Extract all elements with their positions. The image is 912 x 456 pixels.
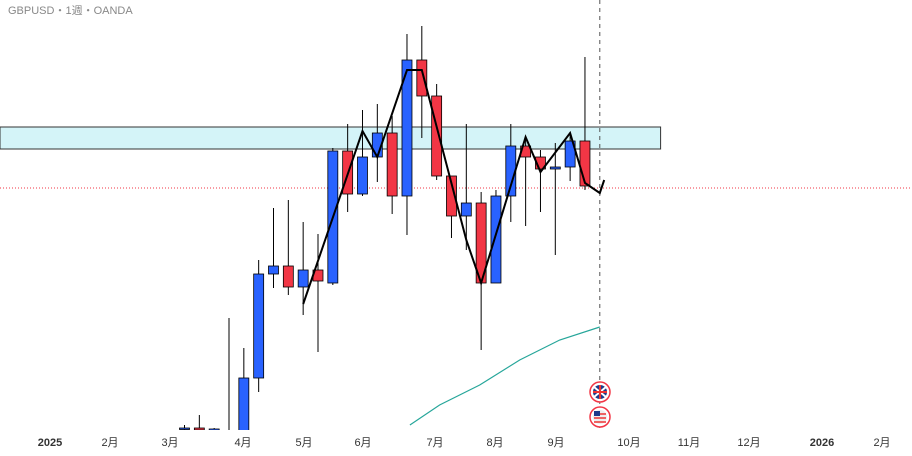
candle-body — [282, 265, 294, 288]
us-flag-canton — [594, 411, 600, 416]
candle-body — [208, 428, 220, 430]
x-tick-label: 3月 — [161, 437, 178, 449]
x-tick-label: 2025 — [38, 437, 62, 449]
candle-body — [579, 140, 591, 187]
x-tick-label: 10月 — [617, 437, 640, 449]
candle-body — [253, 273, 265, 379]
candle-body — [297, 269, 309, 288]
zone — [0, 126, 662, 150]
candle-body — [386, 132, 398, 197]
candle-body — [416, 59, 428, 97]
x-tick-label: 5月 — [295, 437, 312, 449]
candle-body — [490, 195, 502, 284]
x-tick-label: 7月 — [426, 437, 443, 449]
candle-body — [401, 59, 413, 197]
moving-average — [409, 326, 600, 426]
candle-body — [564, 140, 576, 168]
candle-body — [238, 377, 250, 430]
candle-body — [431, 95, 443, 177]
zigzag — [302, 69, 606, 305]
x-tick-label: 2月 — [101, 437, 118, 449]
uk-flag-cross2 — [593, 385, 607, 399]
x-tick-label: 9月 — [547, 437, 564, 449]
x-tick-label: 4月 — [234, 437, 251, 449]
candle-body — [193, 427, 205, 430]
candle-body — [460, 202, 472, 217]
x-tick-label: 2026 — [810, 437, 834, 449]
candle-body — [446, 175, 457, 217]
x-tick-label: 8月 — [486, 437, 503, 449]
candle-body — [357, 156, 368, 195]
x-tick-label: 6月 — [354, 437, 371, 449]
candle-body — [179, 427, 190, 430]
x-tick-label: 2月 — [873, 437, 890, 449]
x-tick-label: 11月 — [678, 437, 700, 449]
x-tick-label: 12月 — [737, 437, 760, 449]
event-flags[interactable] — [589, 381, 611, 428]
candle-body — [268, 265, 279, 275]
chart-title: GBPUSD・1週・OANDA — [8, 4, 133, 17]
candle-body — [535, 156, 546, 170]
candle-body — [549, 166, 561, 170]
